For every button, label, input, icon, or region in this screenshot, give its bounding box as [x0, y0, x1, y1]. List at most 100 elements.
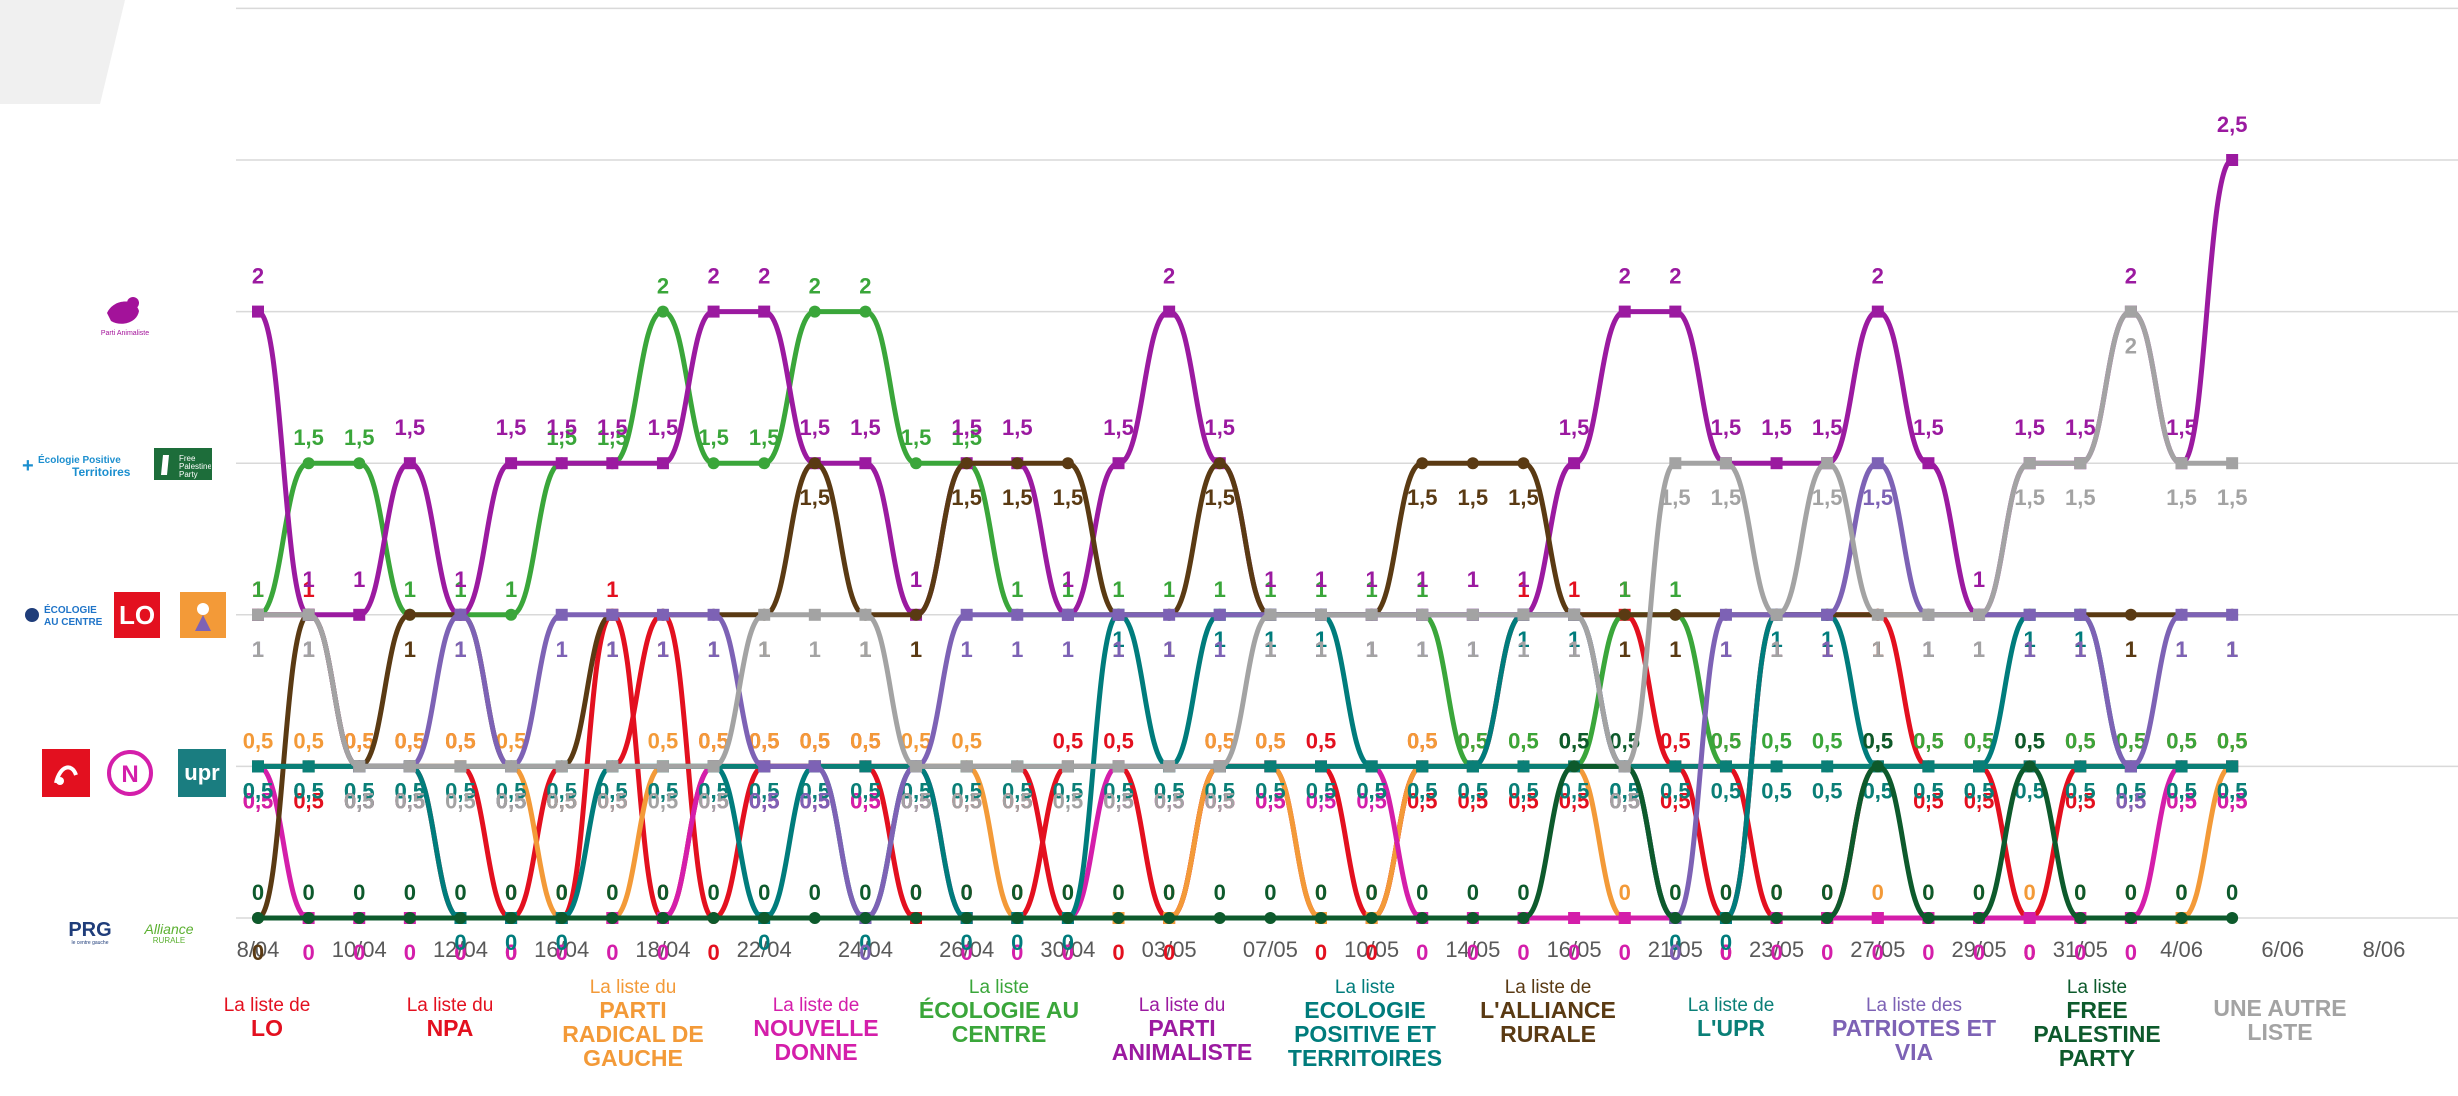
data-label: 0	[1517, 940, 1529, 965]
data-label: 0	[1062, 930, 1074, 955]
data-label: 1	[1315, 637, 1327, 662]
data-label: 0	[556, 880, 568, 905]
data-point	[2176, 457, 2188, 469]
data-label: 1	[1467, 567, 1479, 592]
data-point	[1720, 912, 1732, 924]
data-label: 0,5	[1913, 778, 1944, 803]
data-label: 0	[758, 880, 770, 905]
data-label: 0	[1872, 880, 1884, 905]
data-point	[2226, 154, 2238, 166]
data-point	[1062, 912, 1074, 924]
data-label: 1,5	[1812, 415, 1843, 440]
data-label: 0,5	[1660, 778, 1691, 803]
data-point	[454, 609, 466, 621]
data-label: 2	[657, 274, 669, 299]
data-point	[1669, 912, 1681, 924]
data-label: 1	[252, 637, 264, 662]
data-label: 0	[1365, 880, 1377, 905]
data-label: 0	[2125, 880, 2137, 905]
data-label: 0,5	[293, 728, 324, 753]
animaliste-logo: Parti Animaliste	[95, 290, 155, 340]
data-label: 1	[454, 637, 466, 662]
data-label: 1,5	[1913, 415, 1944, 440]
data-point	[1669, 760, 1681, 772]
data-label: 1	[1568, 637, 1580, 662]
data-point	[1163, 912, 1175, 924]
data-point	[404, 457, 416, 469]
series-4: 11,5 1,51 1 11,5 1,521,5 1,52 21,5 1,51 1 1 1 1 1 1 1 1…	[252, 274, 2248, 773]
data-label: 1	[1517, 567, 1529, 592]
data-point	[1366, 609, 1378, 621]
data-label: 1	[1214, 577, 1226, 602]
data-label: 0,5	[2065, 778, 2096, 803]
data-label: 0	[1720, 880, 1732, 905]
data-label: 0	[1467, 880, 1479, 905]
data-label: 1	[1467, 637, 1479, 662]
data-label: 1	[758, 637, 770, 662]
data-point	[1264, 760, 1276, 772]
data-label: 1	[1720, 637, 1732, 662]
data-label: 1,5	[2065, 485, 2096, 510]
data-point	[2226, 457, 2238, 469]
data-point	[1113, 457, 1125, 469]
legend-name: PARTI RADICAL DE GAUCHE	[548, 998, 718, 1070]
data-label: 0	[556, 930, 568, 955]
data-label: 1,5	[1559, 415, 1590, 440]
data-label: 0	[1416, 880, 1428, 905]
data-label: 0,5	[445, 788, 476, 813]
data-point	[2125, 912, 2137, 924]
data-point	[404, 609, 416, 621]
data-point	[859, 306, 871, 318]
data-label: 0	[1922, 940, 1934, 965]
data-point	[1517, 912, 1529, 924]
data-label: 1,5	[951, 485, 982, 510]
data-label: 1,5	[951, 415, 982, 440]
data-point	[910, 457, 922, 469]
data-label: 1	[1315, 567, 1327, 592]
data-label: 0,5	[951, 788, 982, 813]
data-label: 0	[1973, 880, 1985, 905]
ecologie-positive-logo: + Écologie Positive Territoires	[18, 450, 146, 480]
data-point	[454, 912, 466, 924]
data-point	[1517, 457, 1529, 469]
data-label: 0	[657, 940, 669, 965]
data-point	[404, 760, 416, 772]
free-palestine-logo: Free Palestine Party	[154, 448, 212, 480]
data-label: 2	[1669, 264, 1681, 289]
data-point	[1922, 912, 1934, 924]
data-point	[1163, 760, 1175, 772]
data-label: 0	[657, 880, 669, 905]
data-label: 1	[859, 637, 871, 662]
data-label: 0,5	[1711, 728, 1742, 753]
patriotes-logo	[180, 592, 226, 638]
legend-item: La liste de L'ALLIANCE RURALE	[1463, 978, 1633, 1046]
legend-prefix: La liste	[1280, 978, 1450, 998]
data-point	[252, 609, 264, 621]
data-point	[859, 912, 871, 924]
data-label: 0	[1315, 940, 1327, 965]
data-point	[1922, 760, 1934, 772]
data-point	[1872, 760, 1884, 772]
data-label: 0,5	[2166, 778, 2197, 803]
data-label: 1	[1770, 637, 1782, 662]
legend-item: La liste de LO	[182, 996, 352, 1040]
data-point	[2176, 912, 2188, 924]
data-label: 1,5	[800, 415, 831, 440]
data-label: 1	[1973, 637, 1985, 662]
data-point	[2125, 306, 2137, 318]
legend-item: La liste ÉCOLOGIE AU CENTRE	[914, 978, 1084, 1046]
x-tick-label: 6/06	[2261, 937, 2304, 962]
data-label: 1	[302, 637, 314, 662]
data-point	[606, 760, 618, 772]
data-point	[2074, 760, 2086, 772]
data-label: 0	[859, 940, 871, 965]
data-label: 2	[859, 274, 871, 299]
data-point	[1467, 609, 1479, 621]
data-label: 1,5	[1204, 485, 1235, 510]
data-label: 0,5	[1711, 778, 1742, 803]
data-label: 0,5	[648, 728, 679, 753]
data-point	[910, 760, 922, 772]
data-label: 0	[758, 930, 770, 955]
data-label: 0	[404, 940, 416, 965]
data-label: 2	[1163, 264, 1175, 289]
